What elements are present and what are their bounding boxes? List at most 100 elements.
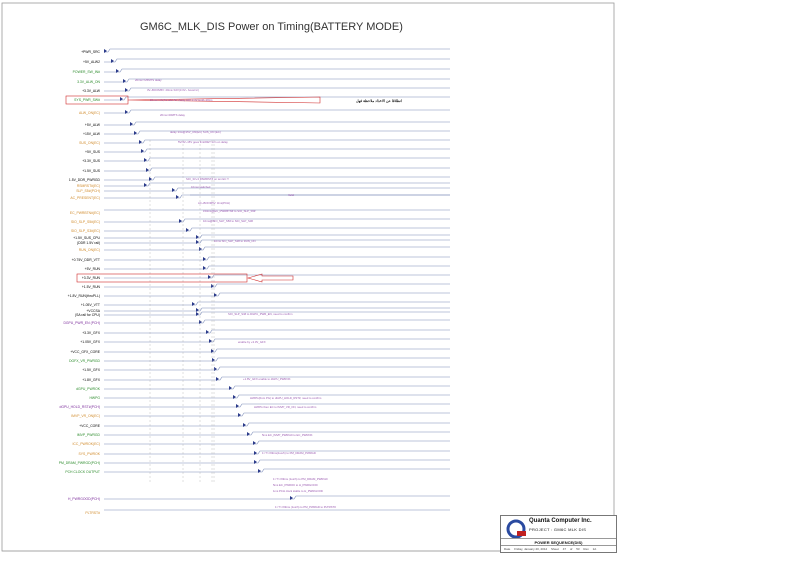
transition-arrow: [196, 240, 199, 244]
signal-label: PM_DRAM_PWRGD(PCH): [59, 461, 100, 465]
transition-arrow: [209, 339, 212, 343]
signal-label: (DDR 1.5V rail): [77, 241, 100, 245]
transition-arrow: [203, 257, 206, 261]
signal-waveform: [104, 187, 450, 192]
signal-label: +5V_ALW: [85, 123, 101, 127]
signal-waveform: [104, 234, 450, 239]
signal-label: EC_PWRBTN#(EC): [70, 211, 100, 215]
signal-label: +1.5V_GFX: [82, 368, 101, 372]
transition-arrow: [211, 349, 214, 353]
signal-label: DGFX_VR_PWRGD: [69, 359, 100, 363]
timing-annotation: 5ms EC_PWROK to H_PWRGOOD: [273, 483, 318, 487]
signal-label: +1.5V_RUN: [82, 285, 101, 289]
transition-arrow: [139, 140, 142, 144]
transition-arrow: [211, 284, 214, 288]
sheet-label: Sheet: [551, 547, 559, 551]
signal-label: SUS_ON(EC): [79, 141, 100, 145]
signal-label: +PWR_SRC: [81, 50, 100, 54]
of-label: of: [569, 547, 573, 551]
transition-arrow: [258, 469, 261, 473]
signal-waveform: [104, 338, 450, 343]
signal-label: +15V_ALW: [83, 132, 101, 136]
sheet-total: 53: [576, 547, 580, 551]
signal-label: +3.3V_GFX: [82, 331, 101, 335]
timing-annotation: 3V~BOOM5V: 20ms<10V(3.3V~ boost kr): [147, 88, 199, 92]
timing-annotation: 10ms SIO_SLP_S3# to RUN_ON: [214, 239, 256, 243]
signal-waveform: [104, 385, 450, 390]
signal-label: dGPU_PWROK: [76, 387, 101, 391]
signal-label: +VCC_GFX_CORE: [70, 350, 100, 354]
timing-annotation: enable by +3.3V_GFX: [238, 340, 266, 344]
transition-arrow: [196, 308, 199, 312]
timing-annotation: AC~BOOM5V: 3ms(PCH): [198, 201, 230, 205]
signal-label: +1.8V_RUN(thruPLL): [68, 294, 100, 298]
signal-label: +1.05V_VTT: [81, 303, 100, 307]
signal-waveform: [104, 109, 450, 114]
transition-arrow: [196, 235, 199, 239]
signal-waveform: [104, 218, 450, 223]
signal-waveform: [104, 412, 450, 417]
signal-label: IMVP_PWRGD: [77, 433, 101, 437]
signal-waveform: [104, 307, 450, 312]
timing-annotation: SIO_SLP_S3# to DGPU_PWR_EN, need to conf…: [228, 312, 293, 316]
signal-label: H_PWRGOOD(PCH): [68, 497, 100, 501]
signal-label: PLTRST#: [85, 511, 100, 515]
signal-waveform: [104, 366, 450, 371]
signal-label: +1.8V_GFX: [82, 378, 101, 382]
signal-label: RSMRST#(EC): [77, 184, 100, 188]
timing-annotation: 1>T>=99ms (1us/h) to PM_DRAM_PWRGD: [273, 477, 328, 481]
transition-arrow: [192, 302, 195, 306]
signal-waveform: [104, 58, 450, 63]
timing-annotation: 1>T>=99ms(1us/h) to PM_DRAM_PWRGD: [262, 451, 316, 455]
transition-arrow: [186, 228, 189, 232]
transition-arrow: [125, 88, 128, 92]
signal-label: +3.3V_SUS: [82, 159, 101, 163]
transition-arrow: [149, 177, 152, 181]
signal-label: +5V_RUN: [85, 267, 101, 271]
project-name: PROJECT : GM6C MLK DIS: [529, 527, 587, 532]
signal-label: +5V_ALW2: [83, 60, 100, 64]
signal-label: +3.3V_ALW: [82, 89, 101, 93]
signal-label: 1.5V_DDR_PWRGD: [69, 178, 101, 182]
transition-arrow: [203, 266, 206, 270]
quanta-logo: [506, 519, 526, 539]
transition-arrow: [214, 367, 217, 371]
transition-arrow: [253, 441, 256, 445]
signal-label: SIO_SLP_S3#(EC): [71, 229, 100, 233]
signal-label: (SA rail for CPU): [75, 313, 100, 317]
signal-waveform: [104, 68, 450, 73]
signal-waveform: [104, 348, 450, 353]
title-block: Quanta Computer Inc. PROJECT : GM6C MLK …: [500, 515, 617, 553]
transition-arrow: [236, 404, 239, 408]
sheet-title: POWER SEQUENCE(DIS): [501, 538, 616, 546]
signal-waveform: [104, 176, 450, 181]
signal-waveform: [104, 256, 450, 261]
signal-label: ICC_PWROK(EC): [72, 442, 100, 446]
signal-waveform: [104, 431, 450, 436]
transition-arrow: [199, 320, 202, 324]
date-label: Date: [504, 547, 511, 551]
signal-waveform: [104, 292, 450, 297]
callout-arrow: [246, 273, 294, 283]
rev-value: 1A: [592, 547, 597, 551]
signal-waveform: [104, 130, 450, 135]
transition-arrow: [254, 451, 257, 455]
rev-label: Rev: [583, 547, 589, 551]
signal-waveform: [104, 495, 450, 500]
timing-annotation: +1.8V_GFX enable to dGPU_PWROK: [243, 377, 291, 381]
signal-waveform: [104, 357, 450, 362]
signal-label: +VCCSA: [86, 309, 100, 313]
callout-arrow: [127, 96, 321, 104]
transition-arrow: [116, 69, 119, 73]
transition-arrow: [111, 59, 114, 63]
transition-arrow: [238, 413, 241, 417]
signal-waveform: [104, 422, 450, 427]
signal-label: 3.3V_ALW_ON: [77, 80, 100, 84]
signal-label: +1.5V_SUS_CPU: [73, 236, 100, 240]
signal-waveform: [104, 157, 450, 162]
timing-annotation: SIO_3V+3 RSMRST# on ten EC T.: [186, 177, 229, 181]
timing-annotation: 1ms PCH clock stable to H_PWRGOOD: [273, 489, 323, 493]
timing-annotation: 20ms<20MTS delay: [160, 113, 186, 117]
timing-annotation: 5V/3V~15V goes limit/FET turn on delay: [178, 140, 228, 144]
